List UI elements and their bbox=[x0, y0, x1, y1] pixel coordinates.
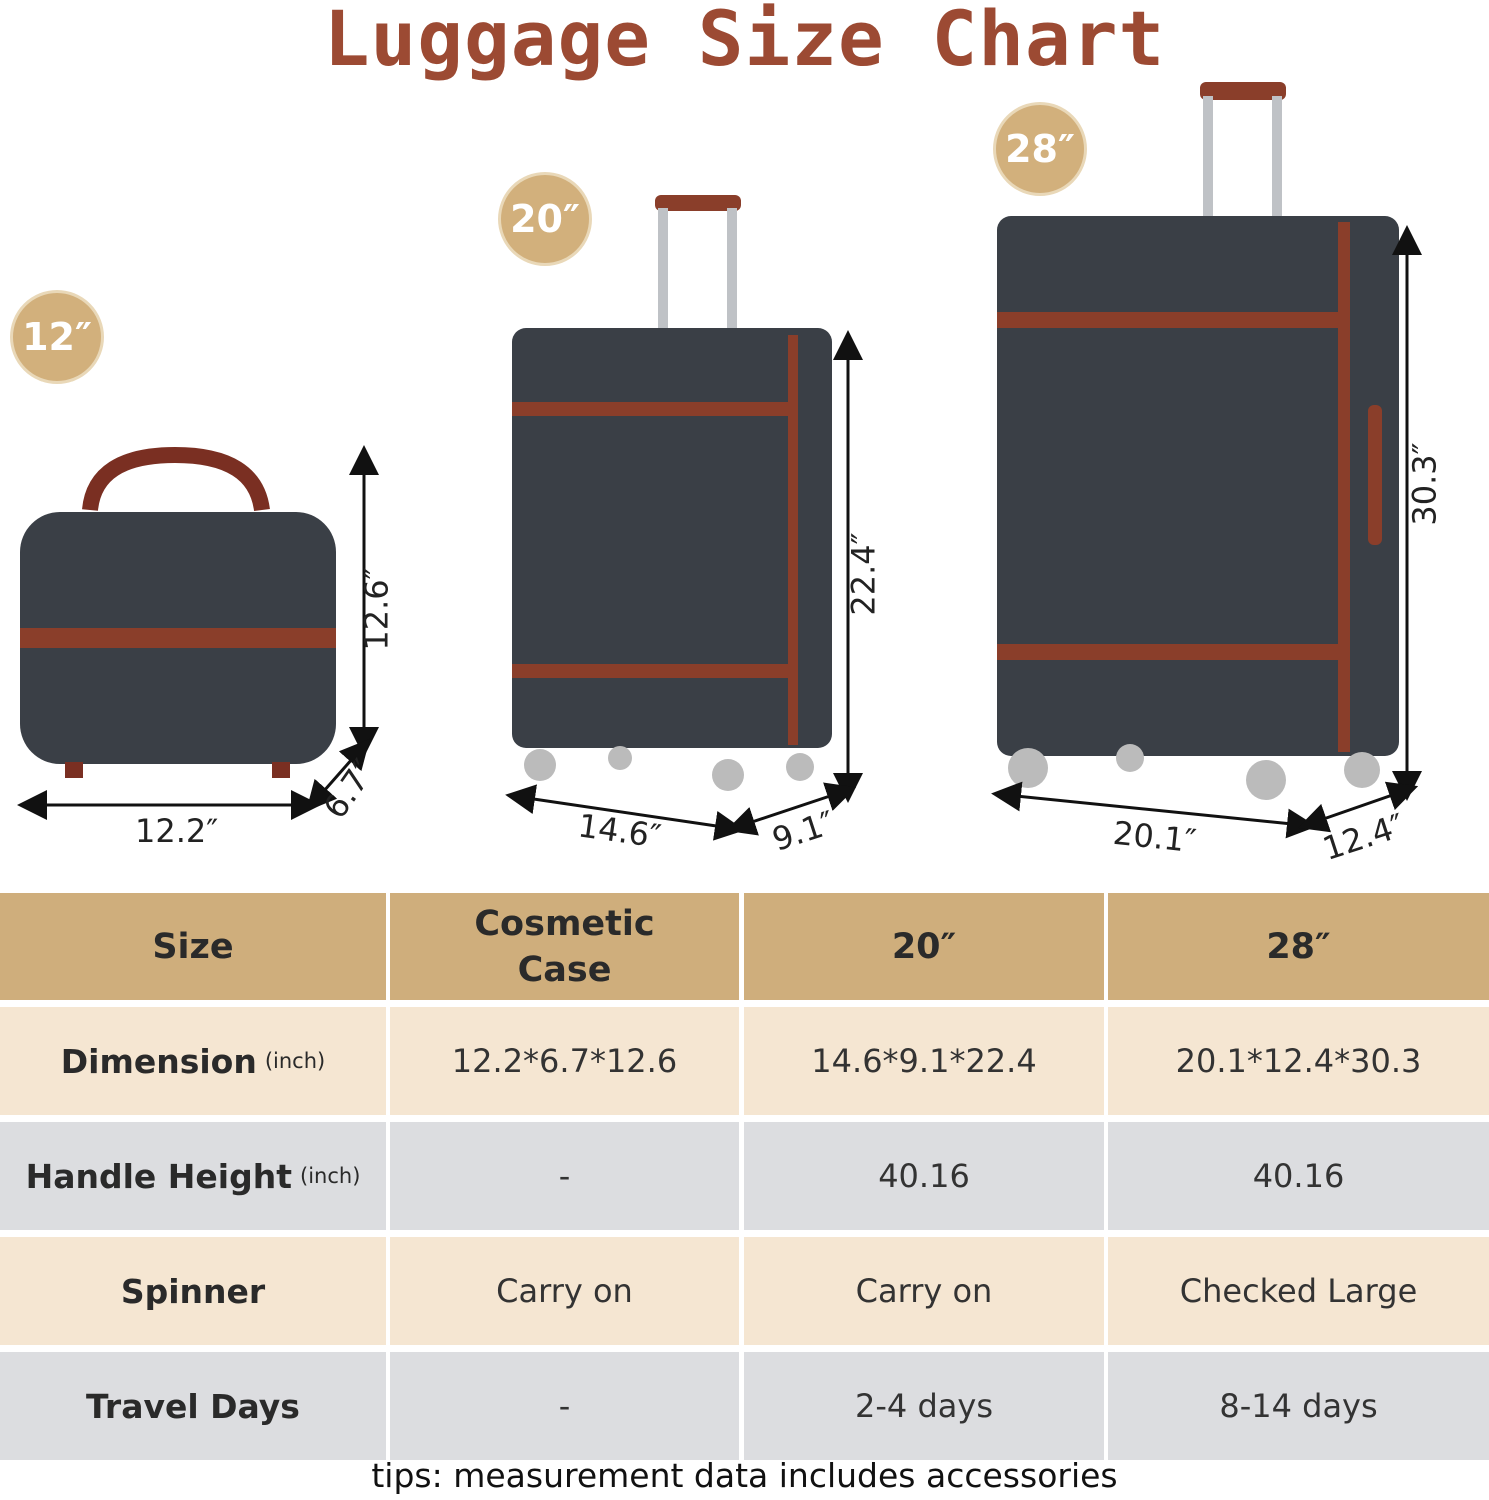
table-cell: - bbox=[390, 1352, 739, 1460]
size-badge-20: 20″ bbox=[498, 172, 592, 266]
cosmetic-case-image bbox=[20, 446, 336, 778]
depth-arrow bbox=[725, 782, 857, 836]
suitcase-28-height-label: 30.3″ bbox=[1405, 442, 1444, 526]
suitcase-28-image bbox=[997, 82, 1399, 800]
row-label-handle-height: Handle Height (inch) bbox=[0, 1122, 386, 1230]
tips-note: tips: measurement data includes accessor… bbox=[371, 1456, 1118, 1495]
unit-text: (inch) bbox=[264, 1049, 326, 1073]
label-text: Dimension bbox=[60, 1041, 257, 1081]
cosmetic-width-label: 12.2″ bbox=[135, 812, 219, 850]
table-cell: 40.16 bbox=[1108, 1122, 1489, 1230]
header-cosmetic: Cosmetic Case bbox=[390, 893, 739, 1000]
table-cell: 2-4 days bbox=[744, 1352, 1104, 1460]
table-cell: Checked Large bbox=[1108, 1237, 1489, 1345]
luggage-illustrations bbox=[16, 82, 1422, 841]
depth-arrow bbox=[1297, 781, 1419, 833]
suitcase-20-height-label: 22.4″ bbox=[844, 532, 883, 616]
row-label-spinner: Spinner bbox=[0, 1237, 386, 1345]
row-label-travel-days: Travel Days bbox=[0, 1352, 386, 1460]
header-20: 20″ bbox=[744, 893, 1104, 1000]
page-title: Luggage Size Chart bbox=[323, 0, 1166, 83]
table-cell: 40.16 bbox=[744, 1122, 1104, 1230]
label-text: Handle Height bbox=[25, 1156, 292, 1196]
header-28: 28″ bbox=[1108, 893, 1489, 1000]
table-cell: - bbox=[390, 1122, 739, 1230]
width-arrow bbox=[505, 784, 745, 841]
table-cell: 8-14 days bbox=[1108, 1352, 1489, 1460]
depth-arrow bbox=[306, 738, 370, 812]
size-badge-12: 12″ bbox=[10, 290, 104, 384]
size-badge-28: 28″ bbox=[993, 102, 1087, 196]
table-cell: 14.6*9.1*22.4 bbox=[744, 1007, 1104, 1115]
width-arrow bbox=[991, 781, 1317, 839]
table-cell: Carry on bbox=[744, 1237, 1104, 1345]
table-cell: 12.2*6.7*12.6 bbox=[390, 1007, 739, 1115]
table-cell: Carry on bbox=[390, 1237, 739, 1345]
cosmetic-height-label: 12.6″ bbox=[357, 567, 396, 651]
table-cell: 20.1*12.4*30.3 bbox=[1108, 1007, 1489, 1115]
suitcase-20-image bbox=[512, 195, 832, 791]
unit-text: (inch) bbox=[300, 1164, 361, 1188]
row-label-dimension: Dimension (inch) bbox=[0, 1007, 386, 1115]
header-size: Size bbox=[0, 893, 386, 1000]
